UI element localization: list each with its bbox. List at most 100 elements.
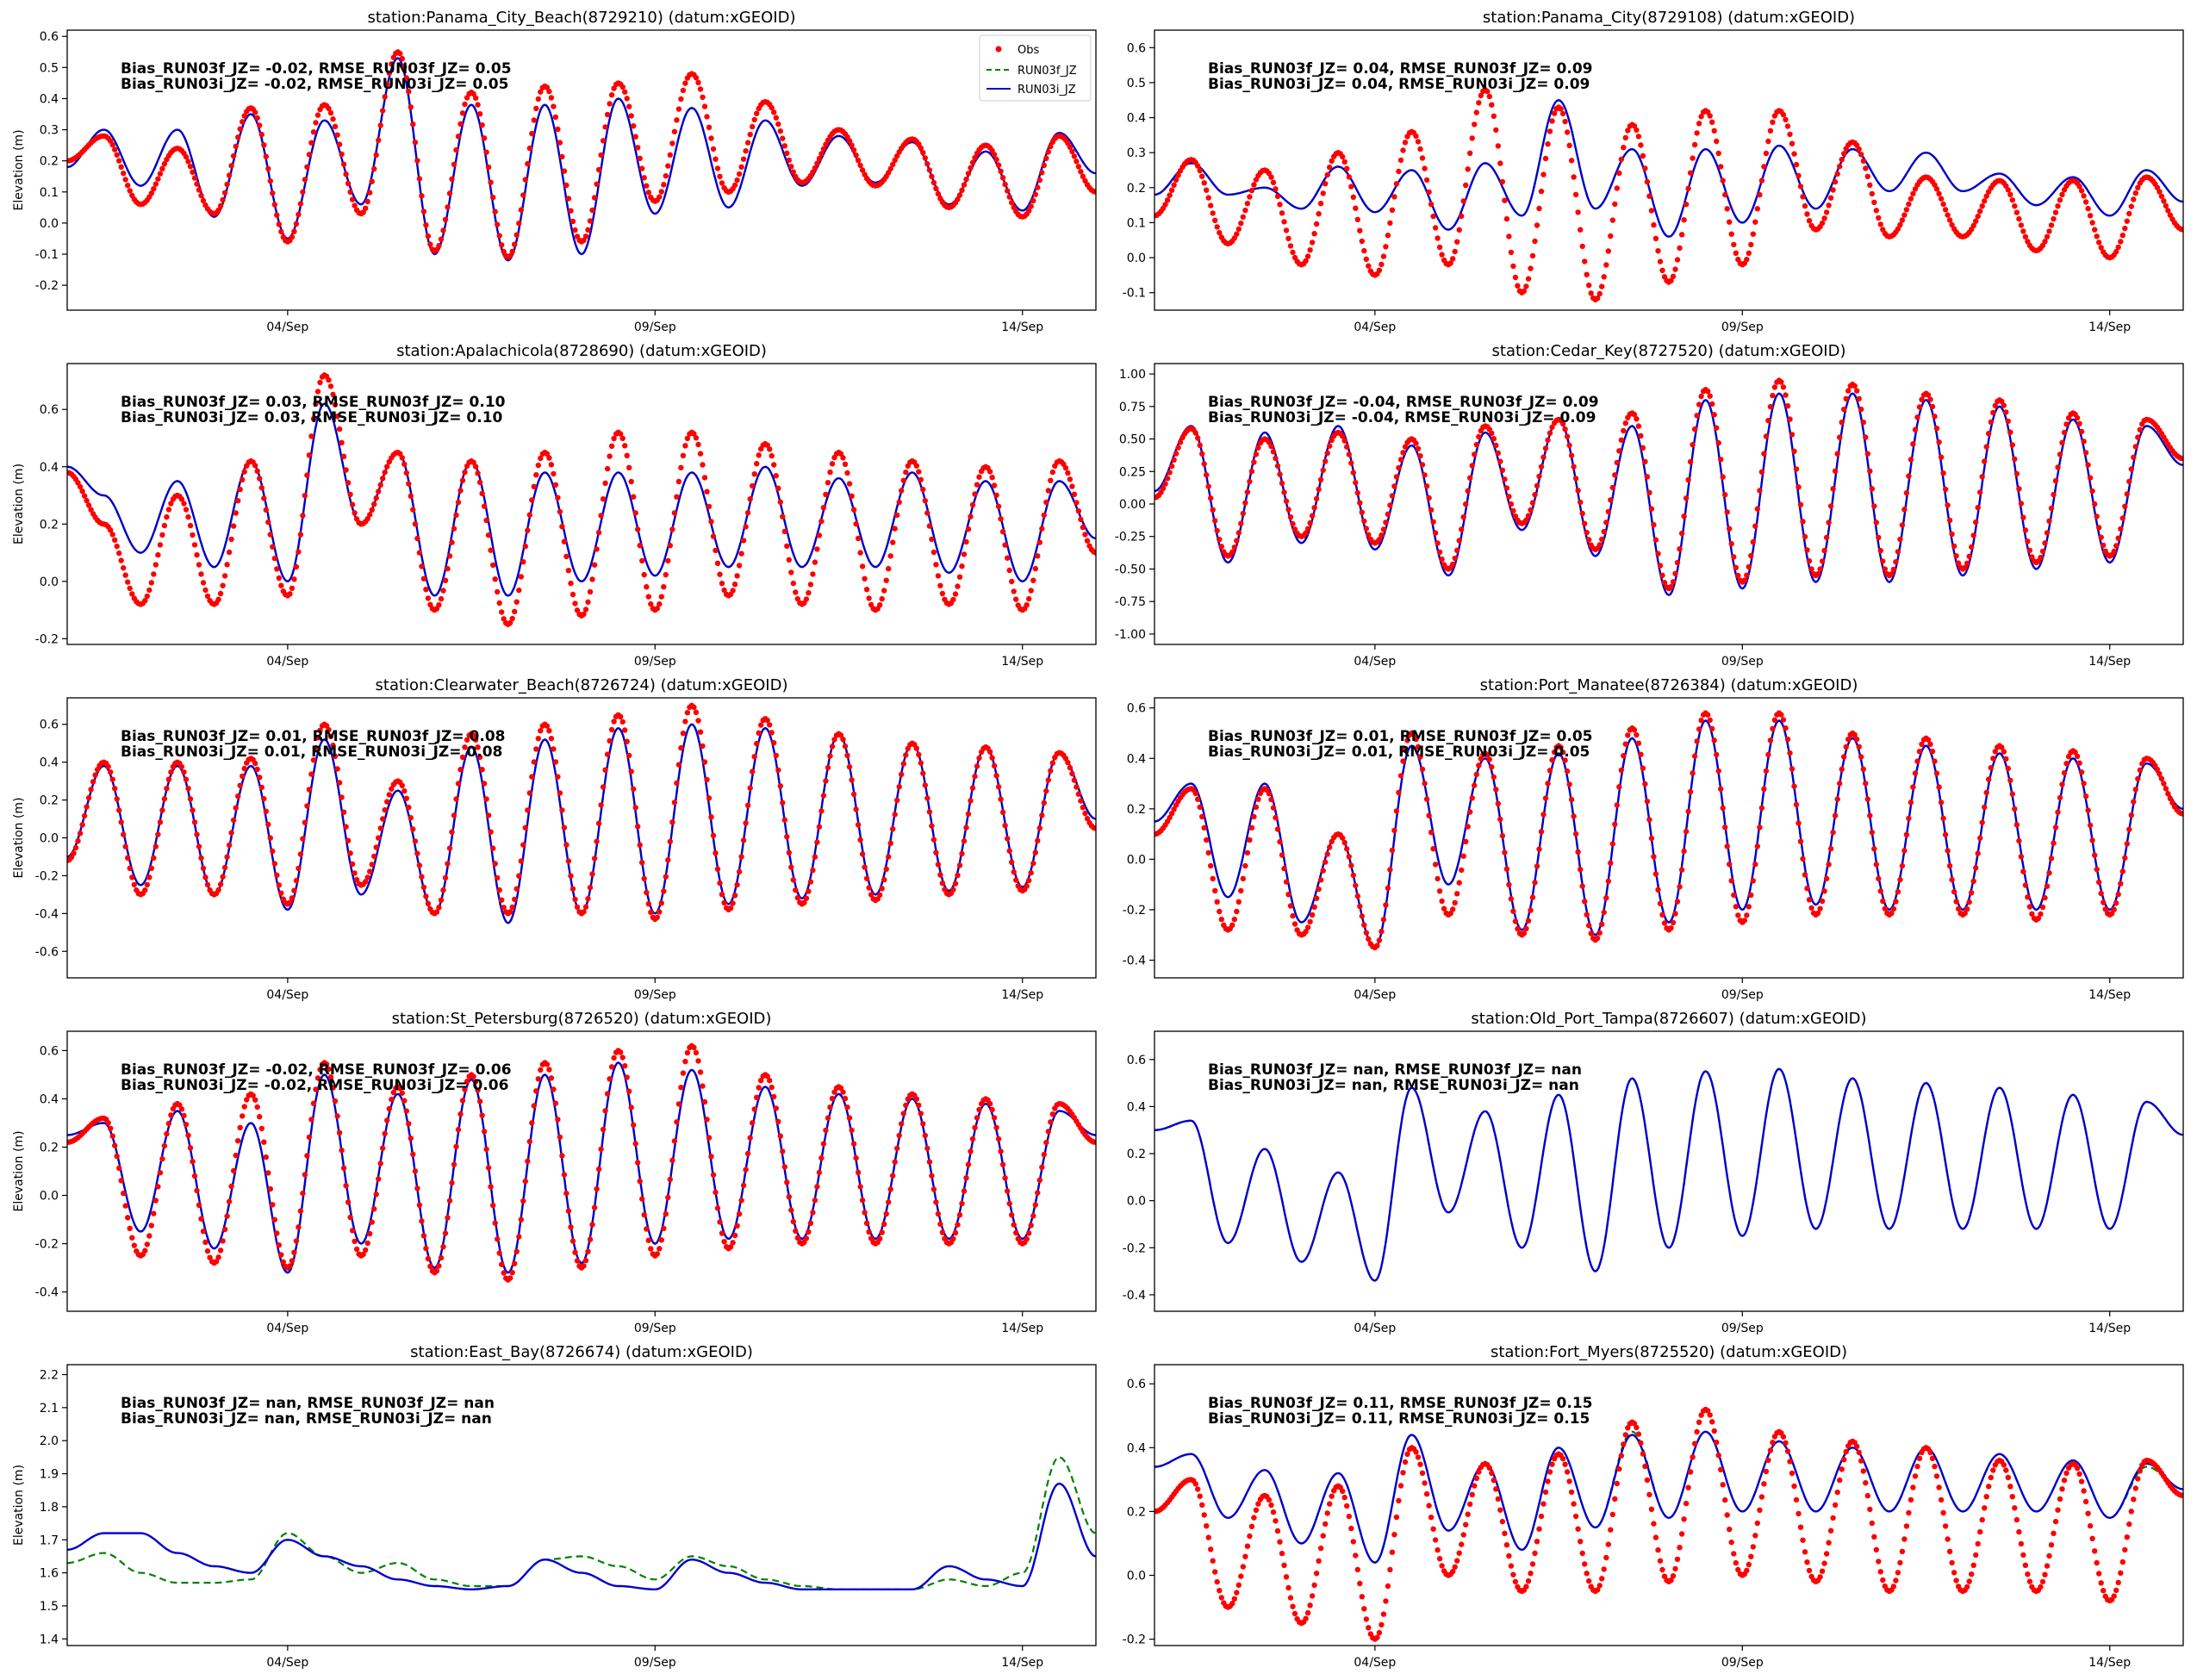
axes-frame <box>66 1030 1097 1312</box>
obs-point <box>693 435 700 441</box>
obs-point <box>1357 903 1363 910</box>
obs-point <box>445 1215 451 1221</box>
obs-point <box>1595 295 1601 302</box>
obs-point <box>1242 207 1248 214</box>
obs-point <box>1439 898 1445 905</box>
obs-point <box>1439 1563 1445 1569</box>
obs-point <box>1309 240 1316 246</box>
obs-point <box>846 481 853 487</box>
obs-point <box>2007 191 2013 197</box>
obs-point <box>1780 111 1787 118</box>
obs-point <box>704 776 710 783</box>
obs-point <box>1644 178 1651 185</box>
obs-point <box>1929 403 1936 410</box>
obs-point <box>744 1150 751 1157</box>
obs-point <box>364 515 370 522</box>
obs-point <box>416 1202 423 1209</box>
obs-point <box>546 88 552 95</box>
obs-point <box>1493 1486 1499 1492</box>
obs-point <box>806 888 812 894</box>
obs-point <box>1417 453 1423 459</box>
obs-point <box>254 468 260 474</box>
obs-point <box>1936 784 1942 790</box>
obs-point <box>756 730 762 736</box>
obs-point <box>557 1134 563 1141</box>
obs-point <box>146 1233 152 1239</box>
obs-point <box>118 1178 124 1184</box>
obs-point <box>1419 155 1426 161</box>
obs-point <box>213 1259 220 1265</box>
obs-point <box>1973 218 1979 224</box>
obs-point <box>1780 384 1787 390</box>
obs-point <box>595 1166 602 1173</box>
obs-point <box>330 391 336 398</box>
obs-point <box>2113 900 2119 906</box>
obs-point <box>317 727 323 733</box>
obs-point <box>1341 438 1347 444</box>
obs-point <box>1214 899 1220 905</box>
obs-point <box>513 1248 520 1254</box>
obs-point <box>2081 781 2087 787</box>
obs-point <box>389 786 395 792</box>
obs-point <box>1988 419 1994 426</box>
obs-point <box>1393 181 1400 187</box>
obs-point <box>1385 1583 1391 1590</box>
obs-point <box>2131 1496 2137 1503</box>
obs-point <box>890 539 896 545</box>
obs-point <box>1601 909 1607 916</box>
obs-point <box>457 767 464 773</box>
obs-point <box>1043 499 1049 506</box>
obs-point <box>816 532 823 538</box>
obs-point <box>1778 712 1784 718</box>
obs-point <box>704 488 710 495</box>
obs-point <box>377 122 383 128</box>
obs-point <box>296 211 302 218</box>
obs-point <box>2025 894 2031 900</box>
obs-point <box>1696 1419 1702 1426</box>
obs-point <box>924 1145 930 1152</box>
obs-point <box>1728 231 1734 237</box>
obs-point <box>1247 478 1253 485</box>
obs-point <box>731 893 738 899</box>
obs-point <box>220 874 226 880</box>
obs-point <box>291 228 297 234</box>
obs-point <box>2135 775 2141 782</box>
obs-point <box>769 730 775 736</box>
obs-point <box>1383 520 1389 526</box>
obs-point <box>2101 899 2107 905</box>
obs-point <box>121 1190 127 1197</box>
obs-point <box>738 854 744 860</box>
obs-point <box>1678 530 1685 537</box>
obs-point <box>1800 194 1806 200</box>
obs-point <box>886 565 892 572</box>
obs-point <box>896 499 902 506</box>
obs-point <box>2059 191 2065 197</box>
obs-point <box>1508 896 1515 902</box>
obs-point <box>1350 1539 1357 1545</box>
obs-point <box>1757 191 1763 198</box>
obs-point <box>2180 1492 2183 1499</box>
y-tick-label: -0.2 <box>35 869 59 883</box>
obs-point <box>1608 233 1614 240</box>
obs-point <box>1826 862 1832 868</box>
obs-point <box>291 1249 297 1255</box>
obs-point <box>440 227 446 233</box>
obs-point <box>829 461 836 467</box>
obs-point <box>1568 158 1575 164</box>
obs-point <box>1043 155 1049 161</box>
obs-point <box>1419 1470 1426 1477</box>
obs-point <box>900 477 907 483</box>
obs-point <box>1572 476 1579 482</box>
obs-point <box>1074 500 1080 506</box>
obs-point <box>972 154 978 161</box>
obs-point <box>326 726 332 733</box>
obs-point <box>1329 838 1335 845</box>
obs-point <box>1901 507 1908 513</box>
obs-point <box>1634 1424 1640 1431</box>
obs-point <box>1869 829 1875 836</box>
obs-point <box>1860 420 1866 426</box>
obs-point <box>425 1255 432 1262</box>
obs-point <box>1733 564 1740 570</box>
obs-point <box>241 1104 247 1110</box>
obs-point <box>1353 205 1359 211</box>
